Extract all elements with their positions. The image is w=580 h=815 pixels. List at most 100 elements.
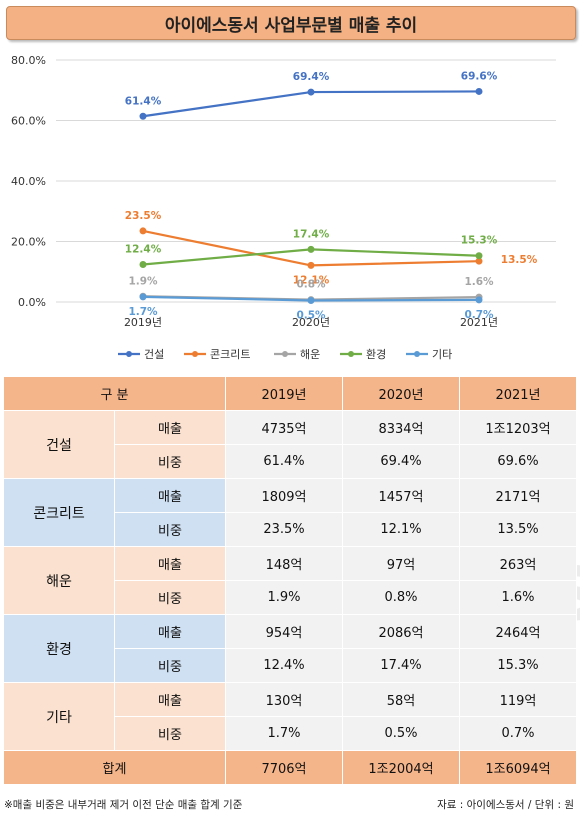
row-label: 매출 [114,410,226,445]
data-label: 0.8% [296,279,326,291]
table-row: 비중 12.4% 17.4% 15.3% [4,648,577,683]
table-cell: 263억 [459,546,577,581]
data-point [139,260,147,268]
table-row: 비중 23.5% 12.1% 13.5% [4,512,577,547]
data-label: 12.4% [125,243,162,255]
data-point [139,293,147,301]
group-label: 환경 [3,614,115,683]
table-cell: 2171억 [459,478,577,513]
data-point [139,227,147,235]
group-label: 건설 [3,410,115,479]
table-cell: 61.4% [225,444,343,479]
table-row: 콘크리트 매출 1809억 1457억 2171억 [3,478,577,547]
group-label: 기타 [3,682,115,751]
data-point [307,88,315,96]
table-row: 비중 1.7% 0.5% 0.7% [4,716,577,751]
legend-label: 건설 [144,348,164,361]
table-cell: 148억 [225,546,343,581]
legend-marker [414,351,420,357]
data-label: 0.5% [296,309,326,321]
data-point [475,296,483,304]
table-cell: 119억 [459,682,577,717]
data-label: 1.6% [464,276,494,288]
total-cell: 7706억 [225,750,343,785]
group-label: 콘크리트 [3,478,115,547]
y-tick-label: 0.0% [18,296,46,309]
table-cell: 2086억 [342,614,460,649]
total-cell: 1조6094억 [459,750,577,785]
data-label: 17.4% [293,228,330,240]
data-label: 0.7% [464,309,494,321]
table-row: 건설 매출 4735억 8334억 1조1203억 [3,410,577,479]
header-2019: 2019년 [225,376,343,411]
legend-marker [126,351,132,357]
sales-table: 구 분 2019년 2020년 2021년 건설 매출 4735억 8334억 1조12… [3,376,577,785]
group-label: 해운 [3,546,115,615]
table-row: 기타 매출 130억 58억 119억 [3,682,577,751]
data-point [307,261,315,269]
row-label: 매출 [114,546,226,581]
row-label: 비중 [114,648,226,683]
data-point [475,87,483,95]
data-point [307,296,315,304]
data-label: 12.1% [293,274,330,286]
table-cell: 1809억 [225,478,343,513]
table-cell: 1조1203억 [459,410,577,445]
table-cell: 12.1% [342,512,460,547]
table-cell: 954억 [225,614,343,649]
y-tick-label: 40.0% [11,175,46,188]
data-point [475,252,483,260]
table-cell: 17.4% [342,648,460,683]
legend-marker [192,351,198,357]
table-cell: 2464억 [459,614,577,649]
x-tick-label: 2020년 [292,316,330,329]
x-tick-label: 2019년 [124,316,162,329]
row-label: 비중 [114,512,226,547]
y-tick-label: 60.0% [11,115,46,128]
total-row: 합계 7706억 1조2004억 1조6094억 [3,750,577,785]
table-cell: 69.6% [459,444,577,479]
line-chart: 80.0% 60.0% 40.0% 20.0% 0.0% 2019년 2020년 2021년 6… [11,54,556,361]
y-tick-label: 20.0% [11,236,46,249]
data-label: 61.4% [125,95,162,107]
row-label: 매출 [114,614,226,649]
row-label: 매출 [114,682,226,717]
total-cell: 1조2004억 [342,750,460,785]
header-division: 구 분 [3,376,226,411]
data-point [139,112,147,120]
data-label: 69.4% [293,71,330,83]
table-cell: 0.5% [342,716,460,751]
header-2021: 2021년 [459,376,577,411]
header-2020: 2020년 [342,376,460,411]
row-label: 비중 [114,580,226,615]
legend-marker [348,351,354,357]
footnote: ※매출 비중은 내부거래 제거 이전 단순 매출 합계 기준 [4,799,243,811]
legend-label: 콘크리트 [210,348,250,361]
data-label: 23.5% [125,210,162,222]
table-cell: 1.7% [225,716,343,751]
table-row: 환경 매출 954억 2086억 2464억 [3,614,577,683]
total-label: 합계 [3,750,226,785]
title-bar: 아이에스동서 사업부문별 매출 추이 [6,6,576,40]
chart-title: 아이에스동서 사업부문별 매출 추이 [164,15,418,36]
y-tick-label: 80.0% [11,54,46,67]
data-label: 69.6% [461,70,498,82]
table-cell: 58억 [342,682,460,717]
table-row: 해운 매출 148억 97억 263억 [3,546,577,615]
row-label: 비중 [114,716,226,751]
table-cell: 1.9% [225,580,343,615]
data-point [307,245,315,253]
table-cell: 1.6% [459,580,577,615]
table-cell: 1457억 [342,478,460,513]
row-label: 비중 [114,444,226,479]
table-cell: 13.5% [459,512,577,547]
table-cell: 130억 [225,682,343,717]
table-cell: 12.4% [225,648,343,683]
data-label: 1.9% [128,275,158,287]
table-header-row: 구 분 2019년 2020년 2021년 [3,376,577,411]
table-cell: 4735억 [225,410,343,445]
data-label: 15.3% [461,235,498,247]
table-cell: 0.8% [342,580,460,615]
row-label: 매출 [114,478,226,513]
x-tick-label: 2021년 [460,316,498,329]
